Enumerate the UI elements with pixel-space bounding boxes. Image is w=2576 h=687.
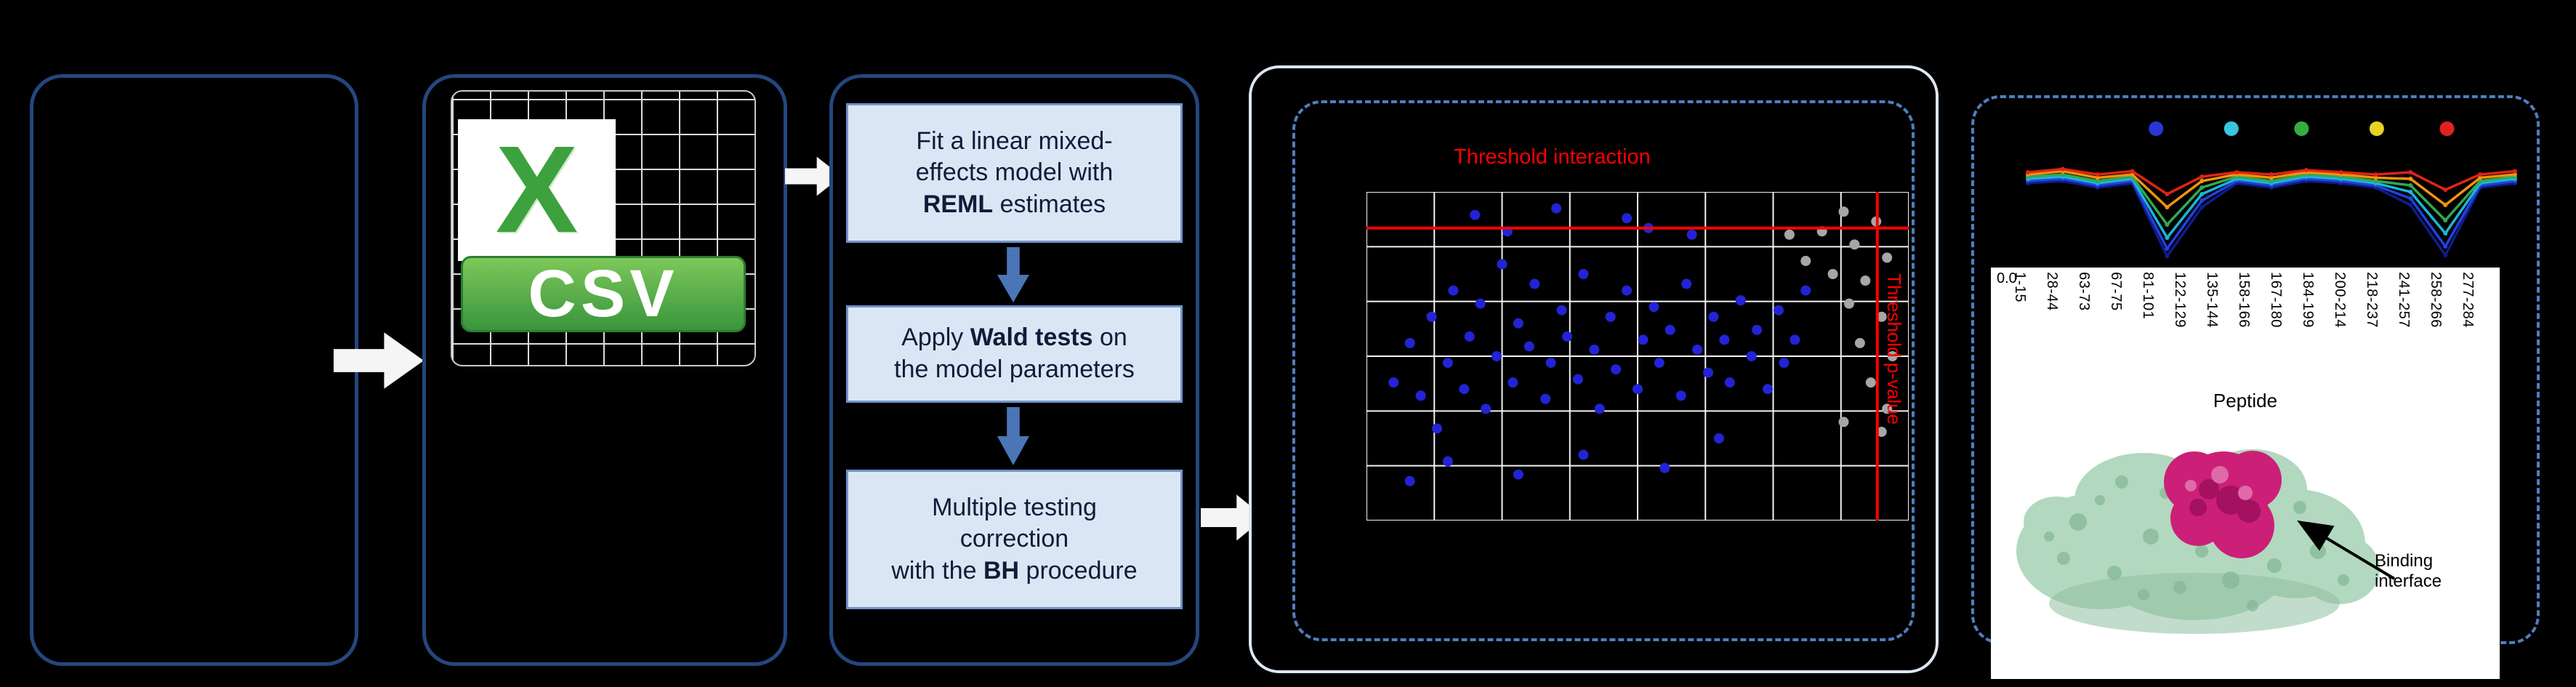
step-box-bh-text: Multiple testing correction with the BH … (891, 493, 1138, 584)
step-box-bh: Multiple testing correction with the BH … (846, 470, 1183, 609)
peptide-x-label: 184-199 (2300, 272, 2316, 328)
step-box-reml: Fit a linear mixed- effects model with R… (846, 103, 1183, 243)
peptide-x-label: 122-129 (2172, 272, 2188, 328)
peptide-x-label: 158-166 (2236, 272, 2252, 328)
peptide-x-label: 1-15 (2012, 272, 2028, 303)
excel-x-letter: X (495, 121, 579, 260)
csv-file-icon: X CSV (451, 90, 756, 366)
peptide-x-label: 28-44 (2044, 272, 2060, 311)
volcano-dashed-frame (1292, 100, 1915, 641)
panel-input (30, 74, 358, 666)
peptide-line-chart (2026, 121, 2517, 259)
peptide-axis-and-protein-inset: 0.0 1-15 28-44 63-73 67-75 81-101 122-129 135-… (1991, 268, 2500, 679)
volcano-scatter-plot (1367, 192, 1909, 521)
peptide-x-label: 135-144 (2204, 272, 2220, 328)
protein-structure-illustration (2016, 449, 2380, 634)
step-box-wald: Apply Wald tests on the model parameters (846, 305, 1183, 403)
y-axis-tick: 0.0 (1997, 270, 2017, 286)
peptide-x-label: 200-214 (2332, 272, 2348, 328)
peptide-x-label: 81-101 (2140, 272, 2156, 320)
step-box-wald-text: Apply Wald tests on the model parameters (894, 324, 1135, 383)
csv-spreadsheet-page: X CSV (451, 90, 756, 366)
peptide-x-label: 63-73 (2076, 272, 2092, 311)
peptide-x-label: 241-257 (2396, 272, 2412, 328)
csv-banner-label: CSV (528, 256, 679, 331)
peptide-x-label: 277-284 (2460, 272, 2476, 328)
step-box-reml-text: Fit a linear mixed- effects model with R… (915, 126, 1114, 218)
threshold-interaction-label: Threshold interaction (1454, 145, 1651, 169)
excel-x-tile: X (458, 118, 616, 262)
peptide-axis-title: Peptide (2213, 390, 2278, 411)
panel-volcano: Threshold interaction Threshold p-value (1249, 65, 1939, 673)
binding-interface-region (2164, 451, 2282, 558)
peptide-x-label: 167-180 (2268, 272, 2284, 328)
peptide-x-label: 258-266 (2428, 272, 2444, 328)
peptide-x-label: 67-75 (2108, 272, 2124, 311)
binding-interface-label: Binding interface (2375, 551, 2442, 591)
csv-banner: CSV (461, 255, 746, 332)
threshold-pvalue-label: Threshold p-value (1883, 273, 1905, 425)
peptide-x-label: 218-237 (2364, 272, 2380, 328)
